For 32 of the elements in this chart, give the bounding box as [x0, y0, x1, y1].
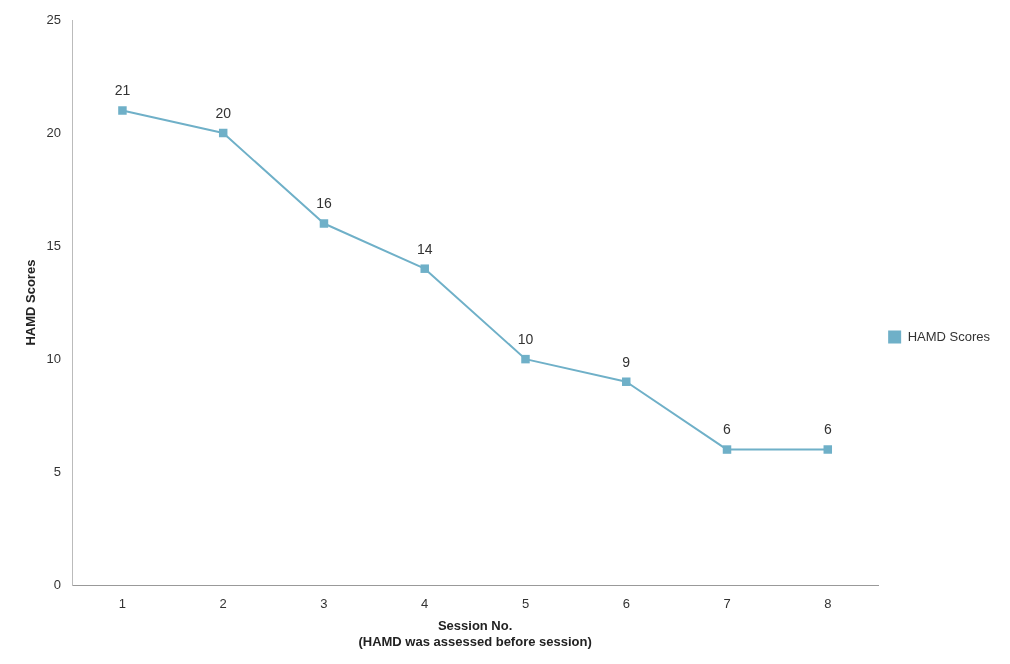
x-tick-label: 1: [118, 595, 127, 611]
data-label: 16: [316, 195, 332, 212]
point: [722, 445, 732, 454]
data-label: 14: [416, 240, 433, 257]
y-tick-label: 0: [53, 576, 62, 592]
y-tick-label: 5: [53, 463, 62, 479]
x-tick-label: 7: [723, 595, 731, 611]
y-tick-label: 25: [46, 11, 62, 27]
data-label: 6: [823, 421, 832, 438]
data-label: 10: [517, 330, 534, 347]
x-tick-label: 4: [421, 595, 429, 611]
y-axis-title: HAMD Scores: [23, 259, 39, 346]
x-tick-label: 6: [622, 595, 630, 611]
point: [319, 219, 329, 228]
y-tick-label: 15: [46, 237, 62, 253]
data-label: 20: [215, 104, 232, 121]
data-label: 6: [723, 421, 732, 438]
y-tick-label: 10: [46, 350, 62, 366]
x-tick-label: 3: [320, 595, 328, 611]
y-tick-label: 20: [46, 124, 62, 140]
data-label: 9: [622, 353, 631, 370]
x-axis-title: Session No. (HAMD was assessed before session): [358, 618, 592, 649]
point: [521, 354, 530, 364]
x-tick-label: 5: [521, 595, 530, 611]
point: [420, 264, 429, 273]
x-tick-label: 2: [219, 595, 227, 611]
point: [118, 106, 127, 115]
data-label: 21: [114, 82, 131, 99]
x-tick-label: 8: [824, 595, 832, 611]
point: [823, 445, 833, 454]
point: [622, 377, 631, 386]
legend-label: HAMD Scores: [907, 328, 991, 344]
